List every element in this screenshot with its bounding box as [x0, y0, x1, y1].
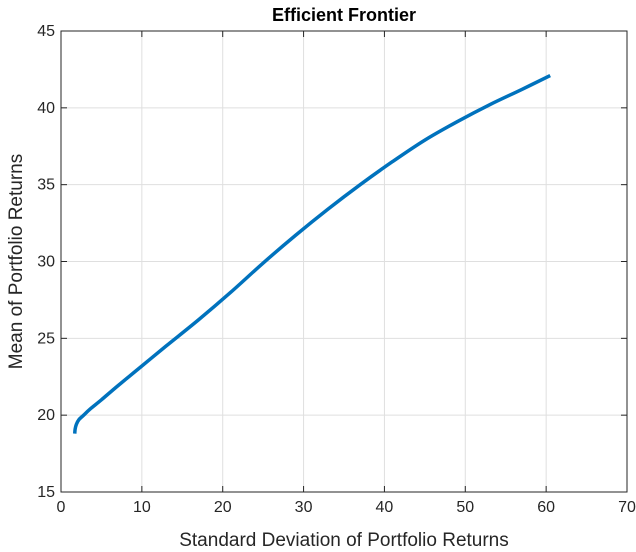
- x-tick-label: 50: [456, 499, 474, 516]
- x-tick-label: 0: [57, 499, 66, 516]
- y-tick-label: 15: [37, 484, 55, 501]
- efficient-frontier-line: [73, 73, 551, 434]
- x-tick-label: 60: [537, 499, 555, 516]
- y-tick-label: 40: [37, 100, 55, 117]
- y-tick-label: 25: [37, 330, 55, 347]
- grid-lines: [60, 30, 628, 493]
- x-tick-label: 70: [618, 499, 636, 516]
- y-tick-label: 20: [37, 407, 55, 424]
- y-tick-label: 30: [37, 254, 55, 271]
- series-layer: [73, 73, 551, 434]
- y-axis-label: Mean of Portfolio Returns: [6, 154, 27, 369]
- y-tick-label: 45: [37, 23, 55, 40]
- y-tick-label: 35: [37, 177, 55, 194]
- axis-ticks: 0 10 20 30 40 50 60 70 15 20 25 30 35 40 45: [37, 23, 636, 516]
- chart-title: Efficient Frontier: [272, 5, 416, 25]
- x-tick-label: 40: [376, 499, 394, 516]
- x-tick-label: 20: [214, 499, 232, 516]
- x-axis-label: Standard Deviation of Portfolio Returns: [179, 530, 509, 551]
- x-tick-label: 30: [295, 499, 313, 516]
- x-tick-label: 10: [133, 499, 151, 516]
